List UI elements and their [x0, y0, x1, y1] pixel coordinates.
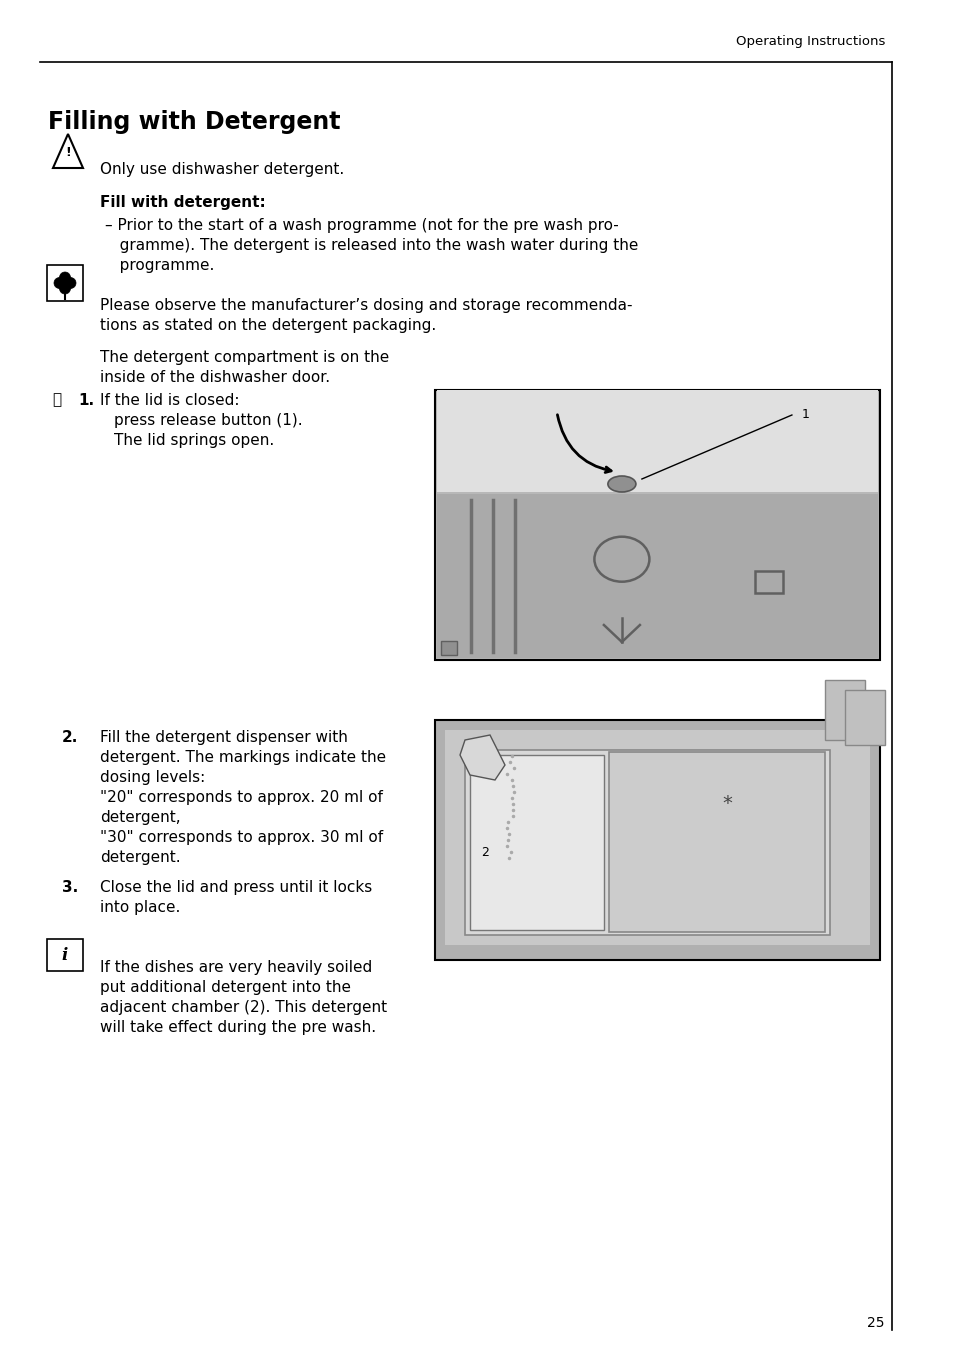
Text: tions as stated on the detergent packaging.: tions as stated on the detergent packagi… [100, 318, 436, 333]
Text: inside of the dishwasher door.: inside of the dishwasher door. [100, 370, 330, 385]
Text: programme.: programme. [105, 258, 214, 273]
Text: Only use dishwasher detergent.: Only use dishwasher detergent. [100, 162, 344, 177]
Text: "20" corresponds to approx. 20 ml of: "20" corresponds to approx. 20 ml of [100, 790, 382, 804]
Text: The lid springs open.: The lid springs open. [113, 433, 274, 448]
Bar [444, 730, 869, 945]
Text: Fill the detergent dispenser with: Fill the detergent dispenser with [100, 730, 348, 745]
Text: If the lid is closed:: If the lid is closed: [100, 393, 239, 408]
Circle shape [54, 277, 65, 288]
Text: put additional detergent into the: put additional detergent into the [100, 980, 351, 995]
Circle shape [59, 272, 71, 283]
Text: 1: 1 [801, 408, 809, 422]
Text: *: * [722, 795, 732, 814]
Text: !: ! [65, 146, 71, 160]
Bar [464, 750, 829, 936]
Text: dosing levels:: dosing levels: [100, 771, 205, 786]
Bar [470, 754, 603, 930]
Text: 25: 25 [866, 1315, 884, 1330]
Text: detergent. The markings indicate the: detergent. The markings indicate the [100, 750, 386, 765]
Text: Filling with Detergent: Filling with Detergent [48, 110, 340, 134]
Text: 2: 2 [480, 845, 489, 859]
Bar [435, 721, 879, 960]
Ellipse shape [607, 476, 636, 492]
Text: The detergent compartment is on the: The detergent compartment is on the [100, 350, 389, 365]
Bar [844, 690, 884, 745]
Text: detergent,: detergent, [100, 810, 180, 825]
Text: detergent.: detergent. [100, 850, 180, 865]
Bar [436, 389, 877, 492]
Text: "30" corresponds to approx. 30 ml of: "30" corresponds to approx. 30 ml of [100, 830, 383, 845]
Bar [440, 641, 456, 654]
Bar [824, 680, 864, 740]
Text: into place.: into place. [100, 900, 180, 915]
Circle shape [59, 283, 71, 293]
Text: Operating Instructions: Operating Instructions [735, 35, 884, 49]
Bar [608, 752, 824, 932]
Text: Close the lid and press until it locks: Close the lid and press until it locks [100, 880, 372, 895]
Polygon shape [459, 735, 504, 780]
Text: press release button (1).: press release button (1). [113, 412, 302, 429]
Text: ☛: ☛ [52, 393, 61, 407]
Text: 2.: 2. [62, 730, 78, 745]
Text: Fill with detergent:: Fill with detergent: [100, 195, 266, 210]
Text: i: i [62, 946, 68, 964]
Text: – Prior to the start of a wash programme (not for the pre wash pro-: – Prior to the start of a wash programme… [105, 218, 618, 233]
Bar [436, 493, 877, 658]
Text: 1.: 1. [78, 393, 94, 408]
Bar [435, 389, 879, 660]
Bar [755, 571, 782, 592]
Text: If the dishes are very heavily soiled: If the dishes are very heavily soiled [100, 960, 372, 975]
Text: Please observe the manufacturer’s dosing and storage recommenda-: Please observe the manufacturer’s dosing… [100, 297, 632, 314]
Circle shape [65, 277, 76, 288]
Text: will take effect during the pre wash.: will take effect during the pre wash. [100, 1019, 375, 1036]
Text: 3.: 3. [62, 880, 78, 895]
Text: gramme). The detergent is released into the wash water during the: gramme). The detergent is released into … [105, 238, 638, 253]
Text: adjacent chamber (2). This detergent: adjacent chamber (2). This detergent [100, 1000, 387, 1015]
